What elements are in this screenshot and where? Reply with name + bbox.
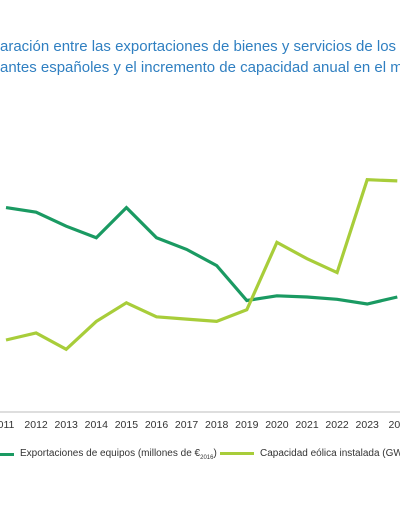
x-tick-label: 011 [0, 419, 15, 431]
x-tick-label: 2012 [24, 419, 48, 431]
series-layer [5, 178, 398, 352]
chart-title: aración entre las exportaciones de biene… [0, 38, 400, 82]
chart-title-line-1: aración entre las exportaciones de biene… [0, 38, 397, 55]
x-axis-ticks: 011 2012 2013 2014 2015 2016 2017 2018 2019 2020 2… [0, 419, 400, 431]
x-tick-label: 202 [389, 419, 400, 431]
x-tick-label: 2022 [325, 419, 349, 431]
x-tick-label: 2014 [85, 419, 109, 431]
legend: Exportaciones de equipos (millones de €2… [0, 448, 400, 468]
x-tick-label: 2020 [265, 419, 289, 431]
x-tick-label: 2013 [55, 419, 79, 431]
x-tick-label: 2019 [235, 419, 259, 431]
series-line-capacity [5, 178, 398, 352]
chart-title-line-2: antes españoles y el incremento de capac… [0, 59, 400, 76]
x-tick-label: 2018 [205, 419, 229, 431]
legend-swatch-exports [0, 453, 14, 456]
legend-item-capacity: Capacidad eólica instalada (GW) [220, 448, 400, 459]
legend-item-exports: Exportaciones de equipos (millones de €2… [0, 448, 217, 461]
legend-swatch-capacity [220, 452, 254, 455]
legend-label-capacity: Capacidad eólica instalada (GW) [260, 448, 400, 459]
x-tick-label: 2021 [295, 419, 319, 431]
line-chart: 011 2012 2013 2014 2015 2016 2017 2018 2019 2020 2… [0, 178, 400, 431]
series-line-exports [5, 205, 398, 306]
x-tick-label: 2017 [175, 419, 199, 431]
x-tick-label: 2015 [115, 419, 139, 431]
x-tick-label: 2023 [356, 419, 380, 431]
legend-label-exports: Exportaciones de equipos (millones de €2… [20, 448, 217, 461]
x-tick-label: 2016 [145, 419, 169, 431]
